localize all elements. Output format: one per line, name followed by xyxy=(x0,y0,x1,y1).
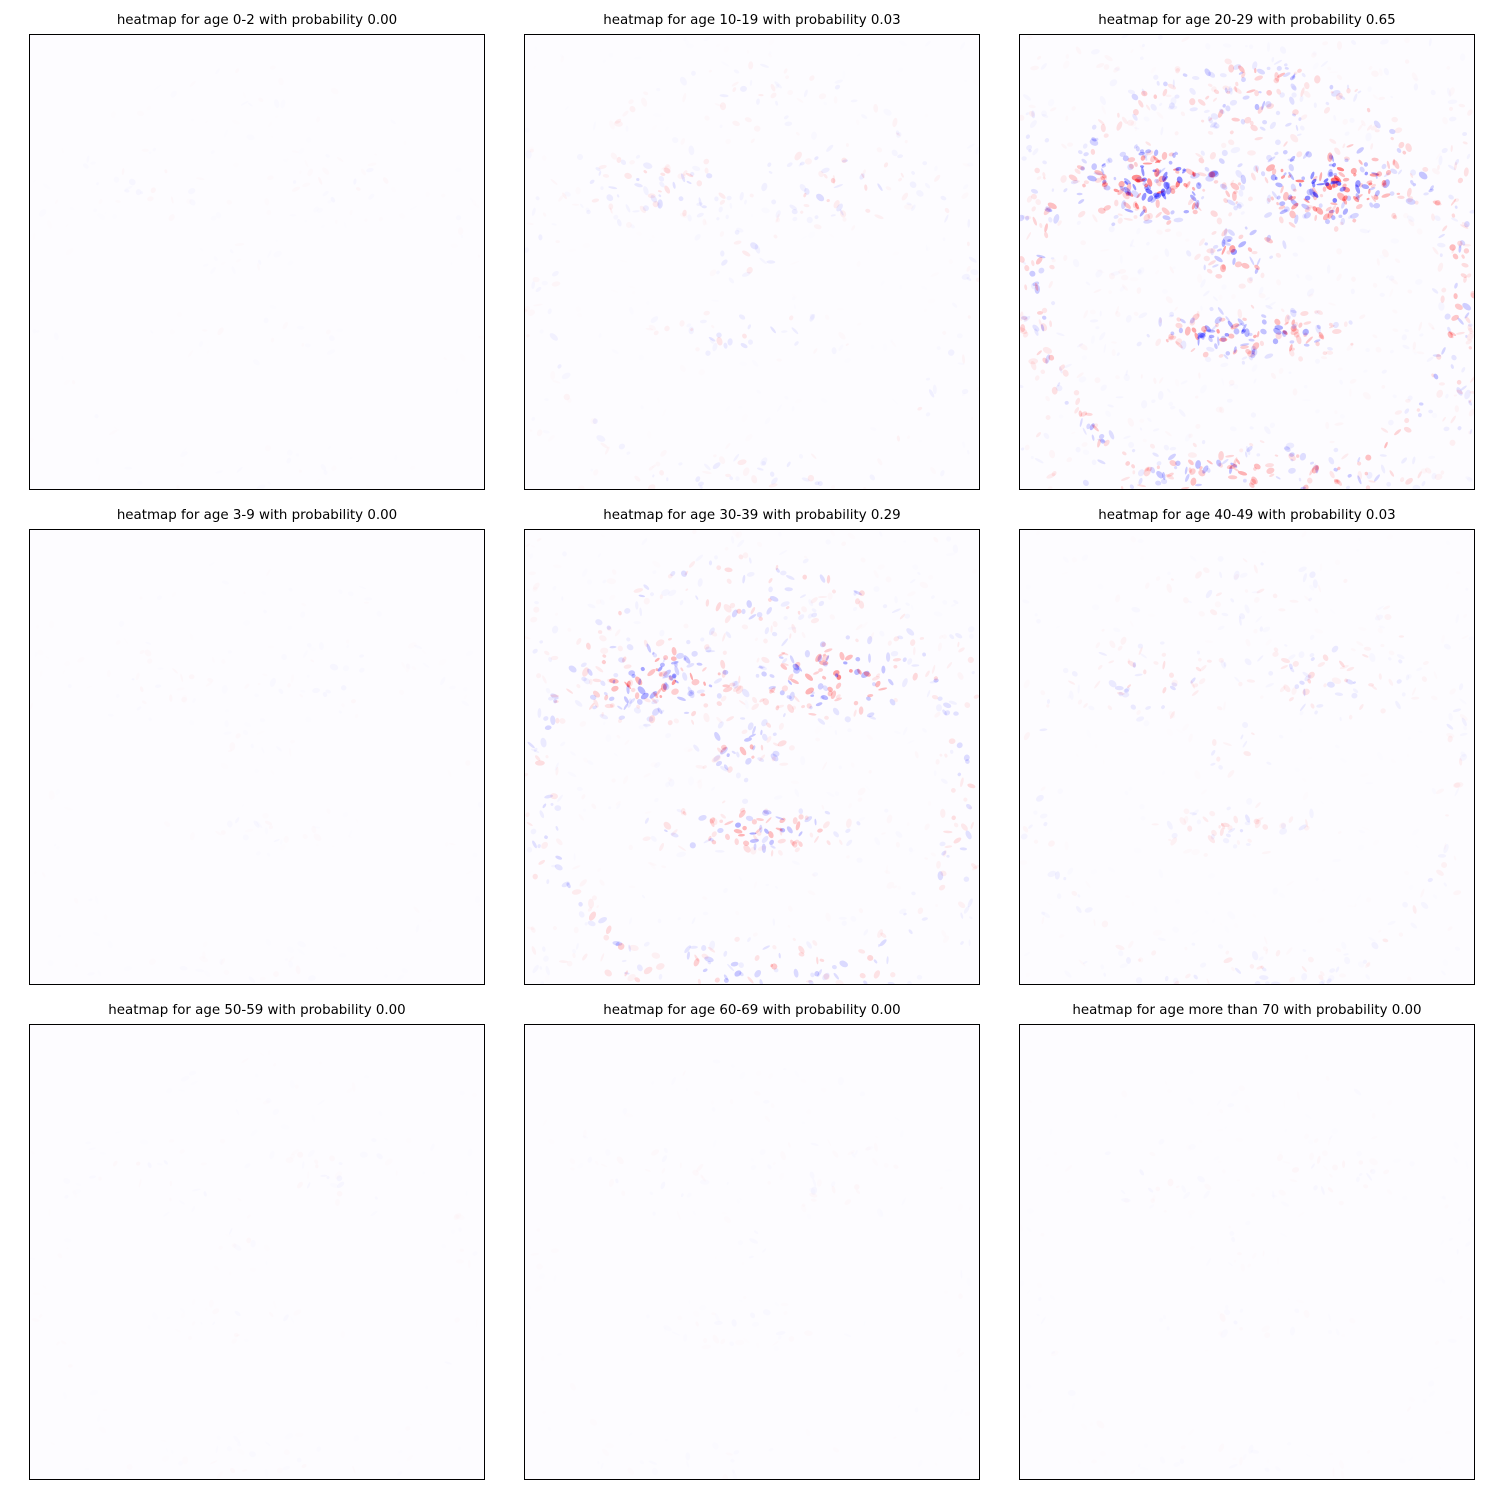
heatmap-background xyxy=(525,530,979,984)
heatmap-panel-age-0-2: heatmap for age 0-2 with probability 0.0… xyxy=(29,10,485,490)
heatmap-panel-age-50-59: heatmap for age 50-59 with probability 0… xyxy=(29,1000,485,1480)
heatmap-texture xyxy=(1035,562,1467,984)
panel-title: heatmap for age 30-39 with probability 0… xyxy=(603,508,901,523)
heatmap-texture xyxy=(1020,58,1474,489)
heatmap-axes xyxy=(29,1024,485,1480)
heatmap-canvas xyxy=(525,530,979,984)
heatmap-canvas xyxy=(1020,35,1474,489)
panel-title: heatmap for age 10-19 with probability 0… xyxy=(603,13,901,28)
heatmap-texture xyxy=(525,554,979,984)
panel-title: heatmap for age 40-49 with probability 0… xyxy=(1098,508,1396,523)
heatmap-canvas xyxy=(1020,530,1474,984)
heatmap-panel-age-30-39: heatmap for age 30-39 with probability 0… xyxy=(524,505,980,985)
heatmap-texture xyxy=(538,83,972,489)
heatmap-panel-age-20-29: heatmap for age 20-29 with probability 0… xyxy=(1019,10,1475,490)
heatmap-axes xyxy=(524,1024,980,1480)
heatmap-panel-age-40-49: heatmap for age 40-49 with probability 0… xyxy=(1019,505,1475,985)
heatmap-axes xyxy=(1019,529,1475,985)
heatmap-panel-age-more-than-70: heatmap for age more than 70 with probab… xyxy=(1019,1000,1475,1480)
panel-title: heatmap for age 50-59 with probability 0… xyxy=(108,1003,406,1018)
heatmap-background xyxy=(525,1025,979,1479)
heatmap-axes xyxy=(524,34,980,490)
heatmap-axes xyxy=(1019,34,1475,490)
heatmap-canvas xyxy=(525,35,979,489)
heatmap-axes xyxy=(524,529,980,985)
heatmap-background xyxy=(1020,1025,1474,1479)
panel-title: heatmap for age 3-9 with probability 0.0… xyxy=(116,508,398,523)
heatmap-canvas xyxy=(30,530,484,984)
heatmap-panel-age-60-69: heatmap for age 60-69 with probability 0… xyxy=(524,1000,980,1480)
heatmap-canvas xyxy=(30,35,484,489)
heatmap-background xyxy=(30,35,484,489)
panel-title: heatmap for age 60-69 with probability 0… xyxy=(603,1003,901,1018)
heatmap-canvas xyxy=(1020,1025,1474,1479)
heatmap-canvas xyxy=(30,1025,484,1479)
heatmap-background xyxy=(1020,35,1474,489)
heatmap-panel-age-10-19: heatmap for age 10-19 with probability 0… xyxy=(524,10,980,490)
heatmap-background xyxy=(30,530,484,984)
heatmap-background xyxy=(525,35,979,489)
heatmap-axes xyxy=(29,529,485,985)
heatmap-background xyxy=(30,1025,484,1479)
panel-title: heatmap for age 0-2 with probability 0.0… xyxy=(116,13,398,28)
heatmap-canvas xyxy=(525,1025,979,1479)
heatmap-axes xyxy=(1019,1024,1475,1480)
heatmap-panel-age-3-9: heatmap for age 3-9 with probability 0.0… xyxy=(29,505,485,985)
heatmap-background xyxy=(1020,530,1474,984)
heatmap-axes xyxy=(29,34,485,490)
panel-title: heatmap for age more than 70 with probab… xyxy=(1072,1003,1422,1018)
panel-title: heatmap for age 20-29 with probability 0… xyxy=(1098,13,1396,28)
